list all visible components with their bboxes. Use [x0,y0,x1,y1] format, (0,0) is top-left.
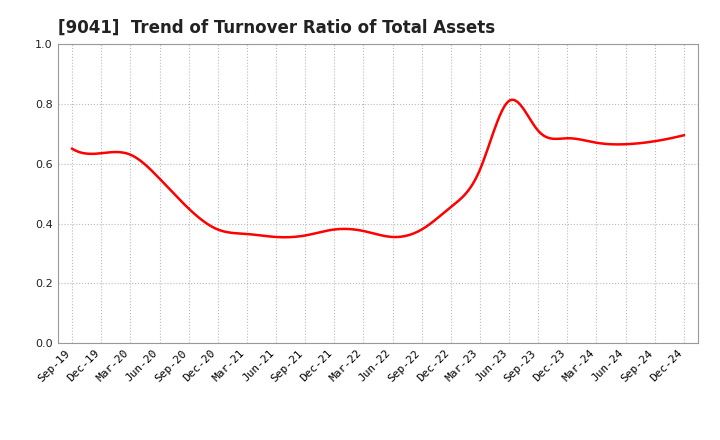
Text: [9041]  Trend of Turnover Ratio of Total Assets: [9041] Trend of Turnover Ratio of Total … [58,19,495,37]
